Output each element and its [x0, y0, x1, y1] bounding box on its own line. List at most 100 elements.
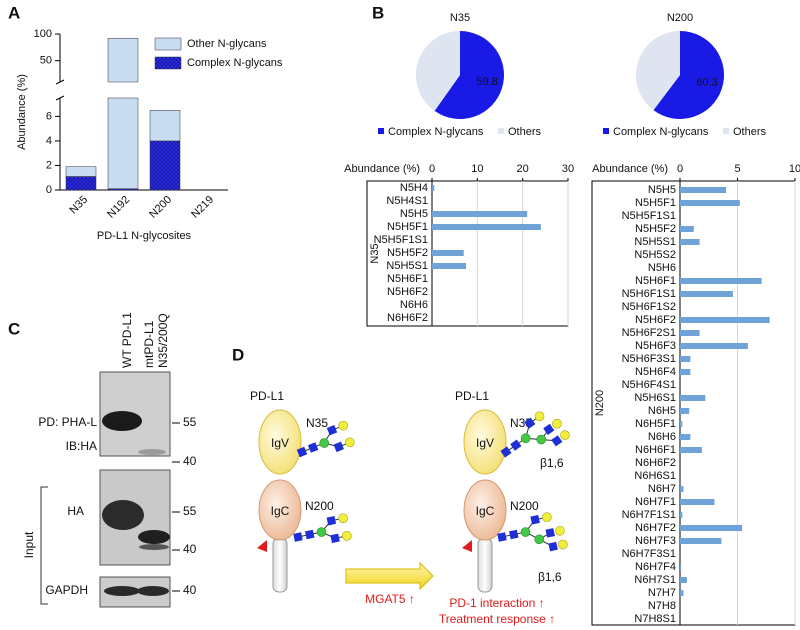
mw-marker: 40 — [183, 583, 197, 597]
bar — [680, 200, 740, 206]
x-tick-label: 10 — [789, 163, 800, 175]
axis-break — [55, 79, 65, 85]
bar — [680, 499, 715, 505]
bar — [680, 525, 743, 531]
y-tick-label: N6H6 — [648, 431, 676, 443]
y-tick-label: N6H5F1 — [635, 418, 676, 430]
y-tick-label: N5H6F1S2 — [622, 301, 676, 313]
blot-row-label: GAPDH — [45, 583, 88, 597]
y-tick-label: N5H5 — [648, 184, 676, 196]
y-tick-label: N5H6F4S1 — [622, 379, 676, 391]
site-marker — [257, 540, 267, 552]
outcome: PD-1 interaction ↑ — [449, 596, 544, 610]
y-tick-label: N7H8S1 — [634, 613, 676, 625]
x-tick-label: 10 — [471, 163, 483, 175]
blot-band — [104, 586, 140, 596]
mw-marker: 55 — [183, 415, 197, 429]
legend-label: Complex N-glycans — [388, 126, 484, 138]
blot-band — [102, 500, 144, 530]
bar — [432, 211, 528, 217]
domain-label: IgV — [271, 436, 289, 450]
bar — [680, 356, 691, 362]
y-tick-label: N5H6F1 — [635, 275, 676, 287]
legend-label: Other N-glycans — [187, 38, 267, 50]
lane-label: N35/200Q — [156, 313, 170, 368]
bar — [680, 577, 687, 583]
bar — [680, 369, 691, 375]
input-label: Input — [22, 531, 36, 558]
bar — [680, 590, 684, 596]
linkage-label: β1,6 — [538, 570, 562, 584]
stalk — [477, 537, 493, 593]
y-tick-label: N6H7F1 — [635, 496, 676, 508]
y-tick-label: N7H7 — [648, 587, 676, 599]
y-tick-label: N6H7 — [648, 483, 676, 495]
y-tick-label: 2 — [46, 159, 52, 171]
y-tick-label: N6H6F1 — [635, 444, 676, 456]
domain-label: IgV — [476, 436, 494, 450]
igv-domain — [258, 409, 302, 475]
value-label: 60.3 — [696, 77, 717, 89]
bar — [680, 447, 702, 453]
legend-label: Complex N-glycans — [187, 57, 283, 69]
blot-band — [137, 586, 169, 596]
site-marker — [462, 540, 472, 552]
x-tick-label: 0 — [429, 163, 435, 175]
bar — [432, 250, 464, 256]
x-tick-label: 0 — [677, 163, 683, 175]
bar-segment — [65, 176, 97, 191]
y-tick-label: N5H5F1 — [635, 197, 676, 209]
glycan — [494, 509, 569, 563]
bar — [432, 185, 435, 191]
y-tick-label: N5H6F1S1 — [622, 288, 676, 300]
panel-label: A — [8, 3, 20, 22]
y-tick-label: N5H4 — [400, 182, 428, 194]
bar — [680, 395, 706, 401]
value-label: 59.8 — [476, 76, 497, 88]
bar — [432, 263, 466, 269]
mw-marker: 55 — [183, 504, 197, 518]
pie-title: N35 — [450, 12, 470, 24]
x-axis-label: PD-L1 N-glycosites — [97, 230, 192, 242]
y-tick-label: N5H6F2 — [387, 286, 428, 298]
x-tick-label: N200 — [147, 194, 174, 221]
site-label: N200 — [510, 499, 539, 513]
panel-label: B — [372, 3, 384, 22]
panel-label: C — [8, 319, 20, 338]
y-tick-label: N7H8 — [648, 600, 676, 612]
y-tick-label: N5H4S1 — [386, 195, 428, 207]
y-tick-label: N6H7F1S1 — [622, 509, 676, 521]
domain-label: IgC — [271, 504, 290, 518]
mw-marker: 40 — [183, 542, 197, 556]
y-tick-label: N5H6F4 — [635, 366, 676, 378]
legend-swatch — [723, 128, 729, 134]
mw-marker: 40 — [183, 454, 197, 468]
bar-segment — [149, 110, 181, 142]
igc-domain — [258, 479, 302, 541]
legend-swatch — [603, 128, 609, 134]
bar-segment — [65, 166, 97, 177]
y-tick-label: N5H6F3S1 — [622, 353, 676, 365]
site-label: N35 — [306, 416, 328, 430]
y-tick-label: N5H5F1S1 — [622, 210, 676, 222]
bar — [680, 343, 748, 349]
y-tick-label: N5H6F2S1 — [622, 327, 676, 339]
y-tick-label: N5H5F1 — [387, 221, 428, 233]
bar — [680, 239, 700, 245]
legend-swatch — [154, 56, 182, 70]
bar — [680, 226, 694, 232]
y-tick-label: N5H5S1 — [386, 260, 428, 272]
legend-label: Complex N-glycans — [613, 126, 709, 138]
y-tick-label: N6H6S1 — [634, 470, 676, 482]
linkage-label: β1,6 — [540, 456, 564, 470]
bar — [680, 278, 762, 284]
y-tick-label: N6H7F4 — [635, 561, 676, 573]
x-tick-label: 5 — [734, 163, 740, 175]
bar — [680, 408, 690, 414]
igv-domain — [463, 409, 507, 475]
protein-title: PD-L1 — [250, 389, 284, 403]
blot-band — [138, 449, 166, 455]
x-tick-label: 30 — [562, 163, 574, 175]
x-axis-label: Abundance (%) — [592, 163, 668, 175]
